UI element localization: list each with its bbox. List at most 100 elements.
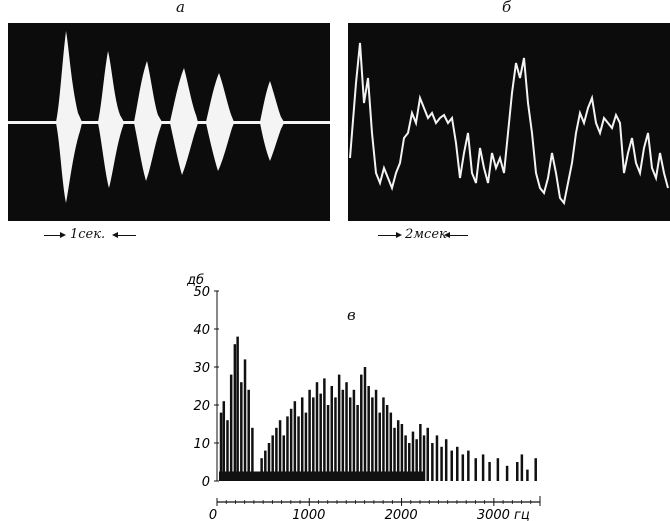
spectrum-bar	[267, 443, 271, 481]
spectrum-bar	[360, 374, 363, 481]
x-tick-label: 1000	[292, 508, 325, 521]
spectrum-bar	[308, 389, 311, 481]
spectrum-bar	[289, 408, 293, 481]
spectrum-bar	[389, 412, 393, 481]
oscillogram-a-trace	[8, 31, 330, 203]
scale-arrow-a-right	[112, 232, 136, 238]
spectrum-bar	[243, 359, 247, 481]
spectrum-bar	[363, 367, 367, 481]
spectrum-bar	[396, 420, 400, 481]
spectrum-bar	[367, 386, 370, 481]
spectrum-bar	[226, 420, 229, 481]
spectrum-bar	[326, 405, 330, 481]
spectrum-bar	[456, 446, 459, 481]
spectrum-bar	[304, 412, 308, 481]
spectrum-bar	[352, 389, 356, 481]
spectrum-bar	[300, 397, 304, 481]
scale-note-b: 2мсек	[405, 227, 447, 242]
spectrum-bar	[330, 386, 334, 481]
x-tick-label: 3000 гц	[477, 508, 530, 521]
y-tick-label: 20	[193, 399, 210, 414]
spectrum-bar	[293, 401, 297, 481]
scale-arrow-b-right	[444, 232, 468, 238]
spectrum-bar	[348, 397, 352, 481]
spectrum-bar	[271, 435, 274, 481]
chart-bars	[219, 336, 537, 481]
spectrum-bar	[461, 454, 465, 481]
spectrum-bar	[275, 427, 278, 481]
spectrum-bar	[400, 424, 404, 481]
spectrum-bar	[378, 412, 381, 481]
oscillogram-a	[8, 23, 330, 221]
spectrum-bar	[516, 462, 519, 481]
spectrum-bar	[534, 458, 537, 481]
scale-arrow-b-left	[378, 232, 402, 238]
spectrum-bar	[488, 462, 491, 481]
spectrum-bar	[415, 439, 418, 481]
spectrum-bar	[247, 389, 250, 481]
spectrum-bar	[422, 435, 426, 481]
spectrum-bar	[505, 465, 509, 481]
panel-label-b: б	[502, 0, 512, 16]
spectrum-bar	[440, 446, 443, 481]
oscillogram-b	[348, 23, 670, 221]
spectrum-bar	[236, 336, 239, 481]
spectrum-bar	[222, 401, 226, 481]
spectrum-bar	[467, 450, 470, 481]
x-tick-label: 2000	[385, 508, 418, 521]
panel-label-c: в	[347, 306, 356, 324]
spectrum-bar	[444, 439, 448, 481]
y-tick-label: 30	[193, 361, 210, 376]
spectrum-bar	[312, 397, 315, 481]
spectrum-bar	[496, 458, 500, 481]
spectrum-bar	[385, 405, 389, 481]
spectrum-bar	[450, 450, 453, 481]
spectrum-bar	[315, 382, 319, 481]
spectrum-bar	[393, 427, 396, 481]
y-tick-label: 40	[193, 323, 210, 338]
spectrum-bar	[282, 435, 286, 481]
spectrum-bar	[431, 443, 434, 481]
spectrum-base-band	[219, 471, 425, 481]
spectrum-bar	[260, 458, 263, 481]
spectrum-bar	[426, 427, 429, 481]
spectrum-bar	[264, 450, 267, 481]
spectrum-bar	[374, 389, 378, 481]
spectrum-bar	[382, 397, 385, 481]
spectrum-bar	[334, 397, 337, 481]
spectrum-bar	[323, 378, 326, 481]
spectrum-bar	[286, 416, 289, 481]
spectrum-bar	[337, 374, 341, 481]
spectrum-bar	[341, 389, 345, 481]
spectrum-bar	[526, 469, 529, 481]
spectrum-bar	[356, 405, 359, 481]
spectrum-bar	[233, 344, 237, 481]
spectrum-bar	[371, 397, 374, 481]
spectrum-bar	[278, 420, 282, 481]
spectrum-bar	[219, 412, 223, 481]
spectrum-bar	[240, 382, 243, 481]
spectrum-bar	[419, 424, 422, 481]
spectrum-bar	[229, 374, 233, 481]
spectrum-bar	[251, 427, 254, 481]
spectrum-bar	[404, 435, 407, 481]
y-tick-label: 10	[193, 437, 210, 452]
spectrum-bar	[411, 431, 415, 481]
chart-axes	[216, 291, 540, 503]
x-tick-label: 0	[209, 508, 217, 521]
scale-arrow-a-left	[44, 232, 66, 238]
spectrum-bar	[345, 382, 348, 481]
oscillogram-b-trace	[349, 42, 669, 206]
spectrum-bar	[319, 393, 322, 481]
y-tick-label: 0	[202, 475, 210, 490]
y-axis-label: дб	[186, 273, 204, 288]
scale-note-a: 1сек.	[70, 227, 106, 242]
spectrum-bar	[408, 443, 411, 481]
spectrum-bar	[481, 454, 485, 481]
spectrum-bar	[435, 435, 439, 481]
spectrum-bar	[474, 458, 477, 481]
y-tick-label: 50	[193, 285, 210, 300]
spectrum-bar	[297, 416, 300, 481]
